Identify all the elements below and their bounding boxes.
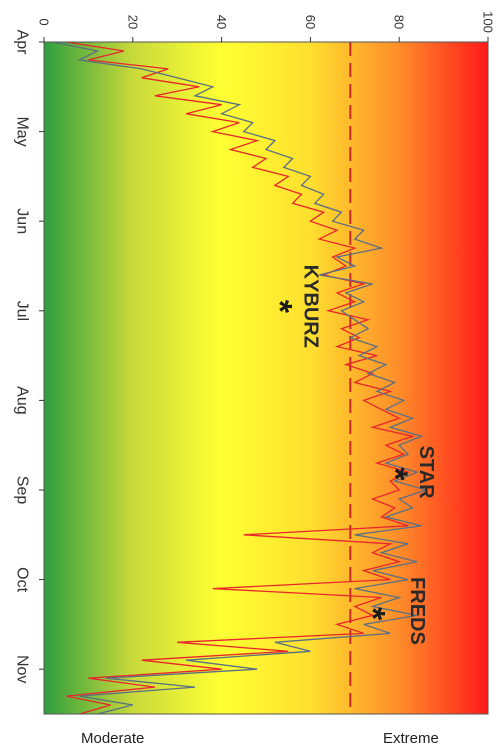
annotation-kyburz: KYBURZ <box>299 265 321 348</box>
series-line-1 <box>66 42 415 714</box>
y-tick-label-100: 100 <box>481 11 496 33</box>
plot-frame <box>43 41 489 715</box>
x-tick-label-jul: Jul <box>14 301 31 321</box>
x-tick-label-sep: Sep <box>14 476 31 505</box>
gradient-high-label: Extreme <box>383 730 439 747</box>
x-tick-label-nov: Nov <box>14 655 31 683</box>
x-tick-label-apr: Apr <box>14 30 31 56</box>
annotation-star: STAR <box>415 446 437 500</box>
x-tick-label-aug: Aug <box>14 386 31 414</box>
marker-3: * <box>354 607 392 621</box>
x-tick-label-jun: Jun <box>14 208 31 234</box>
annotation-freds: FREDS <box>406 577 428 645</box>
series-line-2 <box>52 42 428 714</box>
plot-background <box>44 42 488 714</box>
x-tick-label-may: May <box>14 116 31 146</box>
gradient-low-label: Moderate <box>81 730 145 747</box>
marker-2: * <box>376 467 414 481</box>
marker-1: * <box>260 300 298 314</box>
y-tick-label-40: 40 <box>214 15 229 29</box>
y-tick-label-80: 80 <box>392 15 407 29</box>
x-tick-label-oct: Oct <box>14 567 31 592</box>
y-tick-label-60: 60 <box>303 15 318 29</box>
y-tick-label-0: 0 <box>37 18 52 25</box>
y-tick-label-20: 20 <box>125 15 140 29</box>
